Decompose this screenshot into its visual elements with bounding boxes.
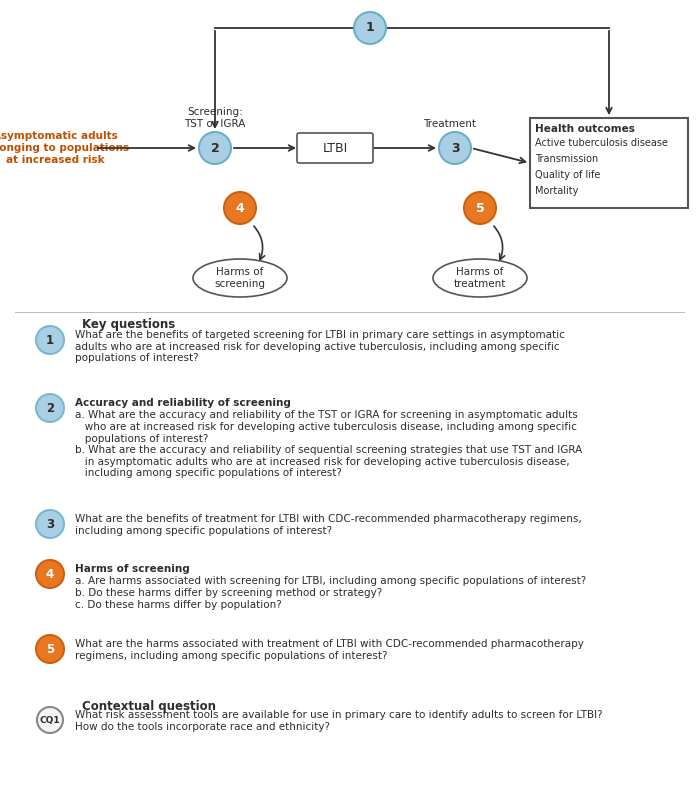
Circle shape <box>37 707 63 733</box>
Text: Contextual question: Contextual question <box>82 700 216 713</box>
Text: How do the tools incorporate race and ethnicity?: How do the tools incorporate race and et… <box>75 721 330 732</box>
Text: a. What are the accuracy and reliability of the TST or IGRA for screening in asy: a. What are the accuracy and reliability… <box>75 411 578 420</box>
Text: in asymptomatic adults who are at increased risk for developing active tuberculo: in asymptomatic adults who are at increa… <box>75 456 570 467</box>
Text: What are the benefits of treatment for LTBI with CDC-recommended pharmacotherapy: What are the benefits of treatment for L… <box>75 514 582 524</box>
Text: c. Do these harms differ by population?: c. Do these harms differ by population? <box>75 600 282 609</box>
Text: populations of interest?: populations of interest? <box>75 434 208 444</box>
Text: 3: 3 <box>451 142 459 155</box>
Text: 5: 5 <box>475 201 484 214</box>
Text: 1: 1 <box>366 22 375 35</box>
Text: Health outcomes: Health outcomes <box>535 124 635 134</box>
Text: Accuracy and reliability of screening: Accuracy and reliability of screening <box>75 398 291 408</box>
Circle shape <box>36 510 64 538</box>
Circle shape <box>36 560 64 588</box>
Text: 2: 2 <box>210 142 219 155</box>
Text: What risk assessment tools are available for use in primary care to identify adu: What risk assessment tools are available… <box>75 710 603 720</box>
Text: CQ1: CQ1 <box>40 716 60 724</box>
Text: including among specific populations of interest?: including among specific populations of … <box>75 526 332 535</box>
Text: adults who are at increased risk for developing active tuberculosis, including a: adults who are at increased risk for dev… <box>75 341 560 352</box>
Text: LTBI: LTBI <box>322 142 347 155</box>
Circle shape <box>36 635 64 663</box>
Ellipse shape <box>433 259 527 297</box>
Ellipse shape <box>193 259 287 297</box>
Text: Quality of life: Quality of life <box>535 170 600 180</box>
Text: 2: 2 <box>46 402 54 415</box>
Text: What are the benefits of targeted screening for LTBI in primary care settings in: What are the benefits of targeted screen… <box>75 330 565 340</box>
FancyBboxPatch shape <box>297 133 373 163</box>
Circle shape <box>36 326 64 354</box>
Text: Screening:
TST or IGRA: Screening: TST or IGRA <box>185 107 245 129</box>
Text: b. Do these harms differ by screening method or strategy?: b. Do these harms differ by screening me… <box>75 588 382 598</box>
Text: populations of interest?: populations of interest? <box>75 353 199 363</box>
Text: including among specific populations of interest?: including among specific populations of … <box>75 468 342 478</box>
Text: Transmission: Transmission <box>535 154 598 164</box>
Text: 4: 4 <box>46 568 54 580</box>
Text: Harms of screening: Harms of screening <box>75 564 189 574</box>
Circle shape <box>464 192 496 224</box>
Text: What are the harms associated with treatment of LTBI with CDC-recommended pharma: What are the harms associated with treat… <box>75 639 584 649</box>
Circle shape <box>224 192 256 224</box>
Text: Treatment: Treatment <box>424 119 477 129</box>
Text: who are at increased risk for developing active tuberculosis disease, including : who are at increased risk for developing… <box>75 422 577 432</box>
Circle shape <box>439 132 471 164</box>
Text: 1: 1 <box>46 333 54 346</box>
Text: Key questions: Key questions <box>82 318 175 331</box>
Text: 3: 3 <box>46 518 54 530</box>
Text: Harms of
screening: Harms of screening <box>215 267 266 289</box>
FancyBboxPatch shape <box>530 118 688 208</box>
Circle shape <box>199 132 231 164</box>
Text: Harms of
treatment: Harms of treatment <box>454 267 506 289</box>
Text: Active tuberculosis disease: Active tuberculosis disease <box>535 138 668 148</box>
Text: Asymptomatic adults
belonging to populations
at increased risk: Asymptomatic adults belonging to populat… <box>0 131 129 164</box>
Text: a. Are harms associated with screening for LTBI, including among specific popula: a. Are harms associated with screening f… <box>75 576 586 587</box>
Text: b. What are the accuracy and reliability of sequential screening strategies that: b. What are the accuracy and reliability… <box>75 445 582 455</box>
Text: regimens, including among specific populations of interest?: regimens, including among specific popul… <box>75 650 387 660</box>
Text: Mortality: Mortality <box>535 186 578 196</box>
Text: 5: 5 <box>46 642 54 655</box>
Text: 4: 4 <box>236 201 245 214</box>
Circle shape <box>36 394 64 422</box>
Circle shape <box>354 12 386 44</box>
